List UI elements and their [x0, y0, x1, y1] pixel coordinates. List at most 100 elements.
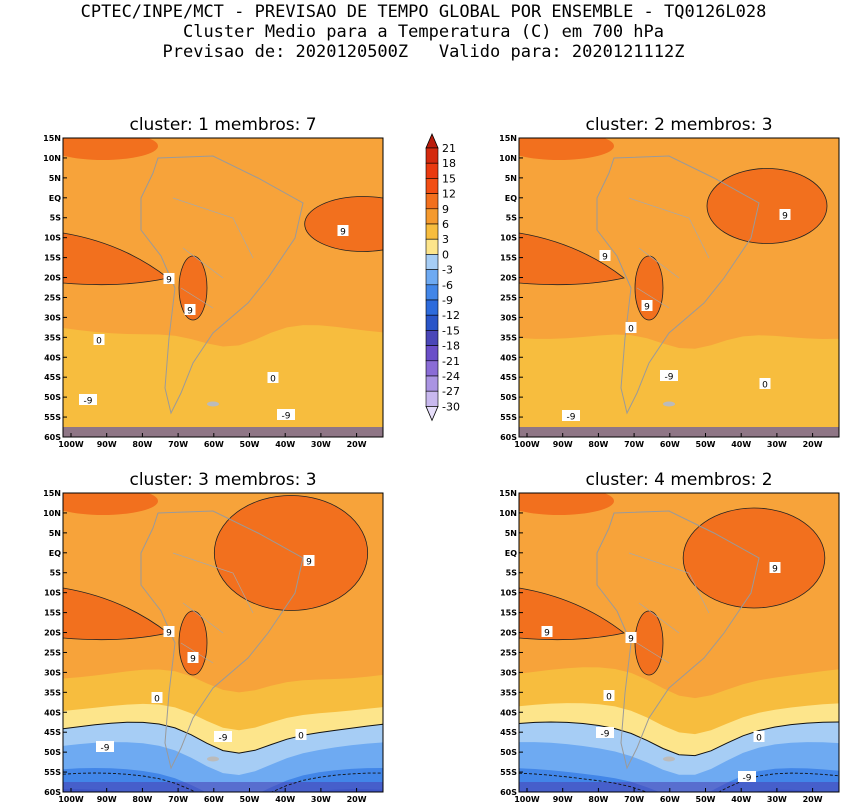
svg-text:9: 9 — [166, 629, 172, 639]
contour-minus9 — [519, 772, 839, 792]
contour-label: 0 — [267, 372, 279, 385]
lat-tick-label: 20S — [44, 274, 61, 283]
warm-patch-continent — [178, 610, 208, 676]
warm-patch-north — [519, 493, 614, 515]
lon-tick-label: 40W — [731, 795, 751, 803]
contour-label: 0 — [295, 729, 307, 742]
lat-tick-label: 60S — [44, 433, 61, 442]
lat-tick-label: 20S — [500, 274, 517, 283]
lat-tick-label: 35S — [500, 688, 517, 697]
continent-outline — [596, 155, 760, 415]
lat-tick-label: 30S — [500, 313, 517, 322]
contour-label: 9 — [641, 300, 653, 313]
colorbar-label: 21 — [442, 142, 456, 155]
svg-text:9: 9 — [644, 303, 650, 313]
lat-tick-label: 40S — [44, 353, 61, 362]
lat-tick-label: 20S — [44, 629, 61, 638]
warm-patch-atlantic — [304, 196, 383, 252]
lat-tick-label: 15N — [499, 489, 517, 498]
contour-label: -9 — [660, 370, 678, 383]
lon-tick-label: 100W — [514, 795, 540, 803]
contour-label: 0 — [625, 322, 637, 335]
lat-tick-label: 60S — [44, 788, 61, 797]
warm-patch-north — [519, 138, 614, 160]
lat-tick-label: 25S — [44, 648, 61, 657]
lon-tick-label: 100W — [514, 440, 540, 449]
band-minus15c — [519, 427, 839, 437]
panel-title: cluster: 3 membros: 3 — [129, 470, 316, 490]
colorbar-label: -24 — [442, 370, 460, 383]
lat-tick-label: 10S — [44, 589, 61, 598]
lon-tick-label: 20W — [347, 440, 367, 449]
svg-text:-9: -9 — [601, 730, 610, 740]
lat-tick-label: 25S — [500, 293, 517, 302]
svg-text:-9: -9 — [84, 397, 93, 407]
island — [663, 401, 675, 407]
country-borders — [172, 197, 254, 309]
svg-text:-9: -9 — [665, 373, 674, 383]
lon-tick-label: 80W — [588, 440, 608, 449]
colorbar-segment — [425, 375, 439, 392]
lat-tick-label: EQ — [505, 549, 517, 558]
lat-tick-label: 60S — [500, 788, 517, 797]
lat-tick-label: 45S — [500, 728, 517, 737]
band-minus15c — [63, 427, 383, 437]
continent-outline — [596, 510, 760, 770]
colorbar-segment — [425, 360, 439, 377]
contour-label: 9 — [625, 632, 637, 645]
svg-text:-9: -9 — [282, 412, 291, 422]
lon-tick-label: 70W — [624, 795, 644, 803]
field — [63, 138, 383, 437]
contour-label: -9 — [738, 771, 756, 784]
svg-text:0: 0 — [298, 732, 304, 742]
forecast-dates: Previsao de: 2020120500Z Valido para: 20… — [162, 42, 685, 62]
svg-text:0: 0 — [154, 695, 160, 705]
map-frame — [518, 137, 840, 438]
contour-zero — [63, 721, 383, 754]
colorbar-label: 15 — [442, 172, 456, 185]
lat-tick-label: 15N — [43, 489, 61, 498]
contour-label: -9 — [79, 394, 97, 407]
svg-text:-9: -9 — [101, 744, 110, 754]
lon-tick-label: 60W — [660, 795, 680, 803]
island — [207, 401, 219, 407]
lat-tick-label: 30S — [44, 313, 61, 322]
colorbar-label: 18 — [442, 157, 456, 170]
lat-tick-label: 10N — [499, 509, 517, 518]
lon-tick-label: 40W — [275, 795, 295, 803]
field — [63, 493, 383, 792]
lon-tick-label: 40W — [731, 440, 751, 449]
colorbar-label: -21 — [442, 355, 460, 368]
svg-text:9: 9 — [544, 629, 550, 639]
lon-tick-label: 20W — [803, 440, 823, 449]
country-borders — [628, 552, 710, 664]
colorbar-segment — [425, 162, 439, 179]
colorbar-segment — [425, 390, 439, 407]
lon-tick-label: 40W — [275, 440, 295, 449]
svg-text:0: 0 — [756, 734, 762, 744]
contour-label: -9 — [596, 727, 614, 740]
svg-text:-9: -9 — [567, 413, 576, 423]
colorbar-label: 0 — [442, 248, 449, 261]
colorbar-label: -12 — [442, 309, 460, 322]
colorbar-segment — [425, 193, 439, 210]
svg-text:-9: -9 — [743, 774, 752, 784]
lon-tick-label: 30W — [767, 440, 787, 449]
lat-tick-label: EQ — [505, 194, 517, 203]
colorbar-arrow-top — [425, 132, 439, 149]
svg-text:0: 0 — [270, 375, 276, 385]
lat-tick-label: 25S — [500, 648, 517, 657]
contour-label: 9 — [163, 626, 175, 639]
lat-tick-label: 25S — [44, 293, 61, 302]
colorbar-label: -15 — [442, 324, 460, 337]
field — [519, 493, 839, 792]
contour-label: 9 — [187, 652, 199, 665]
lon-tick-label: 100W — [58, 795, 84, 803]
lon-tick-label: 90W — [553, 795, 573, 803]
warm-patch-pacific — [519, 232, 625, 286]
warm-patch-atlantic — [706, 168, 828, 244]
lat-tick-label: 35S — [500, 333, 517, 342]
colorbar-label: -30 — [442, 400, 460, 413]
lat-tick-label: 20S — [500, 629, 517, 638]
